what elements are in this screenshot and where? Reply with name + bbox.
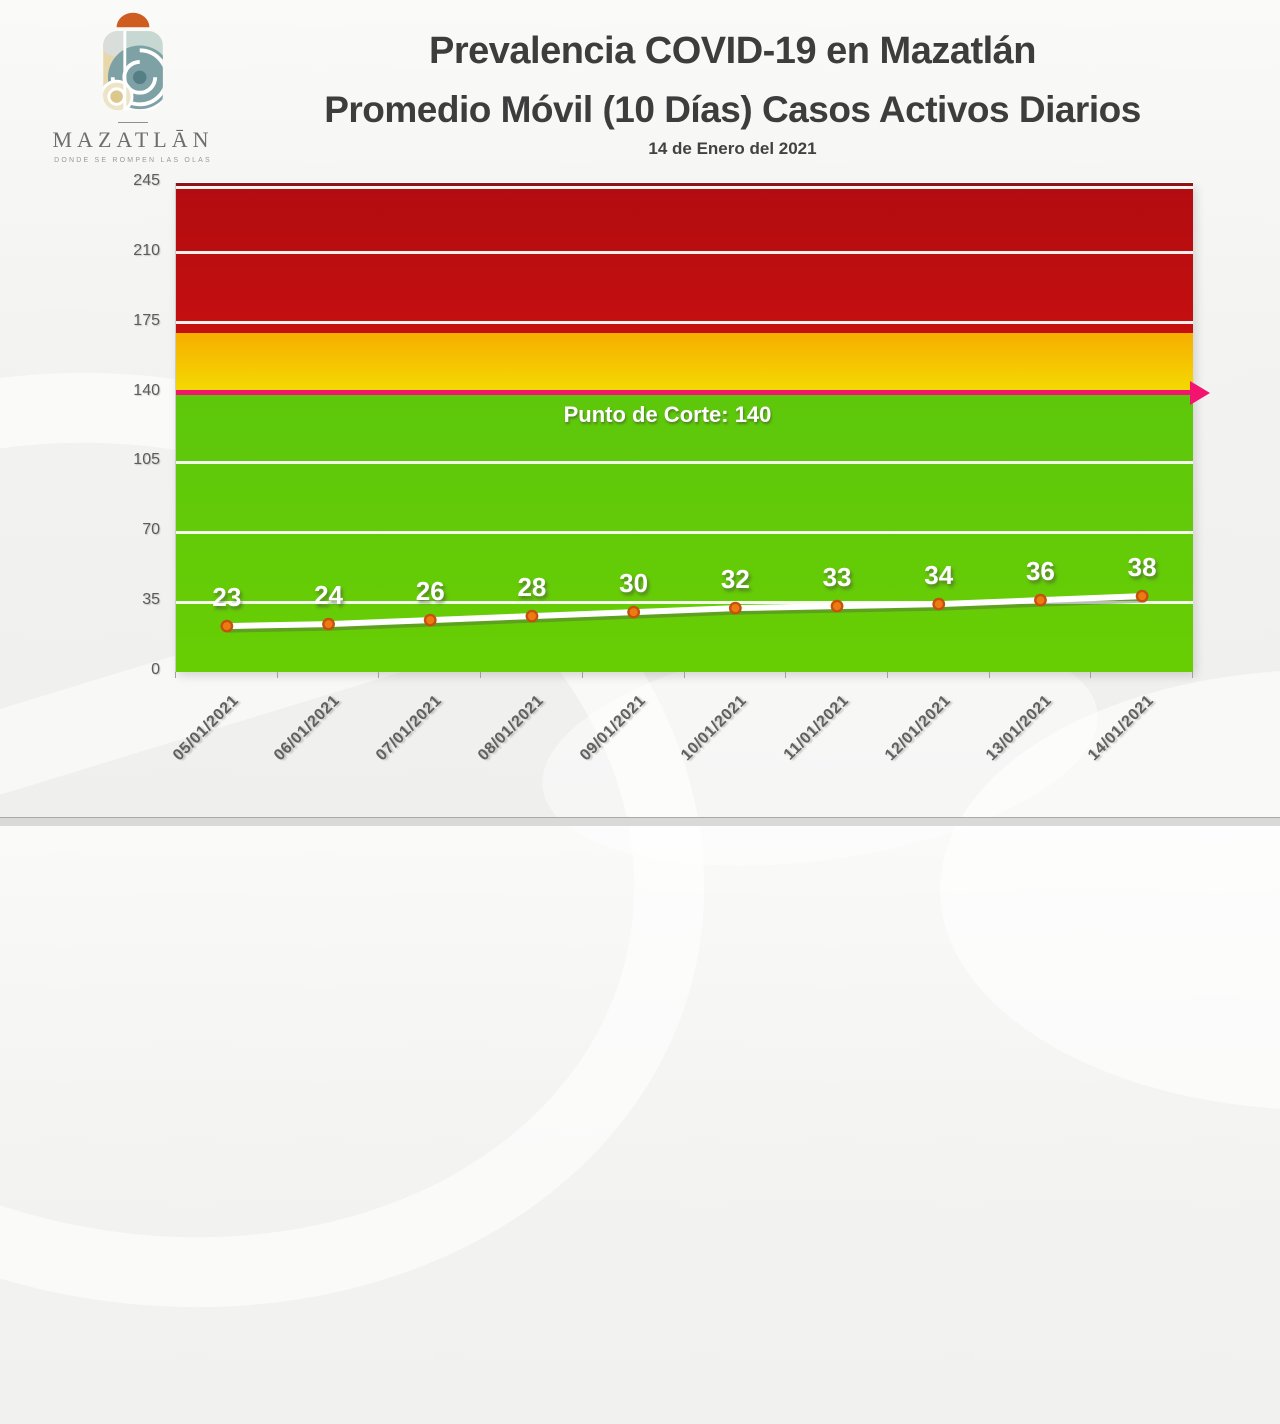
x-axis-tick — [988, 672, 990, 678]
gridline-105 — [176, 460, 1193, 464]
bottom-edge-bar — [0, 817, 1280, 826]
data-point-label: 26 — [415, 576, 445, 607]
data-point-label: 32 — [720, 564, 750, 595]
x-axis-label-text: 07/01/2021 — [373, 692, 446, 765]
y-axis-label: 35 — [142, 591, 160, 609]
mazatlan-shell-icon — [103, 12, 163, 111]
data-point-label: 36 — [1025, 556, 1055, 587]
data-point-marker — [322, 617, 335, 631]
data-point-marker — [220, 619, 234, 633]
y-axis-label: 70 — [142, 521, 160, 539]
data-point-label: 24 — [314, 580, 343, 611]
x-axis-tick — [886, 672, 888, 678]
x-axis-tick — [581, 672, 583, 678]
data-point-marker — [423, 613, 437, 627]
mazatlan-logo: MAZATLĀN DONDE SE ROMPEN LAS OLAS — [38, 6, 228, 164]
chart-title-line2: Promedio Móvil (10 Días) Casos Activos D… — [324, 89, 1141, 130]
gridline-210 — [176, 251, 1193, 255]
chart-title-line1: Prevalencia COVID-19 en Mazatlán — [428, 30, 1037, 72]
data-point-marker — [1034, 593, 1047, 607]
x-axis-label-text: 13/01/2021 — [983, 692, 1056, 765]
x-axis-label-text: 14/01/2021 — [1084, 692, 1158, 765]
red-zone-band — [176, 183, 1193, 333]
yellow-zone-band — [176, 332, 1193, 393]
logo-tagline: DONDE SE ROMPEN LAS OLAS — [54, 157, 212, 164]
cutoff-label: Punto de Corte: 140 — [563, 402, 772, 427]
data-point-label: 34 — [924, 560, 954, 591]
x-axis-label-text: 09/01/2021 — [576, 692, 649, 765]
plot-top-border — [176, 183, 1193, 186]
x-axis-tick — [480, 672, 482, 678]
x-axis-tick — [175, 672, 176, 678]
x-axis-label-text: 10/01/2021 — [678, 692, 751, 765]
x-axis-tick — [1090, 672, 1092, 678]
data-point-marker — [525, 609, 539, 623]
x-axis-label-text: 12/01/2021 — [881, 692, 954, 765]
y-axis-label: 140 — [133, 381, 160, 399]
y-axis-label: 0 — [151, 661, 160, 678]
y-axis-label: 245 — [133, 172, 160, 189]
data-point-label: 23 — [212, 582, 242, 613]
y-axis-label: 210 — [133, 241, 160, 259]
x-axis-label-text: 06/01/2021 — [271, 692, 344, 765]
page: MAZATLĀN DONDE SE ROMPEN LAS OLAS Preval… — [0, 6, 1280, 1424]
gridline-175 — [176, 321, 1193, 325]
data-point-label: 28 — [517, 572, 547, 603]
x-axis-tick — [785, 672, 787, 678]
data-point-label: 33 — [822, 562, 852, 593]
data-point-label: 30 — [619, 568, 649, 599]
logo-divider — [118, 122, 148, 123]
x-axis-tick — [378, 672, 380, 678]
cutoff-arrow-head — [1190, 380, 1210, 405]
data-point-label: 38 — [1127, 552, 1157, 583]
cutoff-line — [176, 380, 1210, 405]
x-axis-tick — [683, 672, 685, 678]
data-point-marker — [728, 601, 742, 615]
data-point-marker — [1135, 589, 1149, 603]
header: Prevalencia COVID-19 en Mazatlán Promedi… — [200, 30, 1265, 159]
data-point-marker — [830, 599, 844, 613]
x-axis-tick — [276, 672, 278, 678]
y-axis-label: 105 — [133, 451, 160, 469]
data-point-marker — [932, 597, 946, 611]
x-axis-label-text: 08/01/2021 — [474, 692, 547, 765]
x-axis-tick — [1192, 672, 1193, 678]
data-point-marker — [627, 605, 641, 619]
x-axis-label-text: 05/01/2021 — [169, 692, 242, 765]
y-axis-label: 175 — [133, 311, 160, 329]
chart-date-subtitle: 14 de Enero del 2021 — [648, 139, 817, 158]
logo-wordmark: MAZATLĀN — [52, 127, 214, 152]
x-axis-label-text: 11/01/2021 — [780, 692, 853, 764]
